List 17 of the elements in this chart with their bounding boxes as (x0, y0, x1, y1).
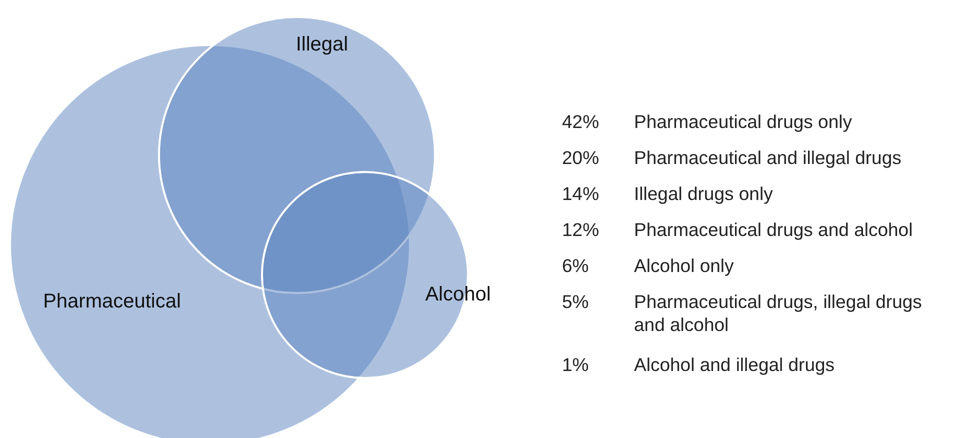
data-label: 5% (562, 290, 590, 314)
category-label: Pharmaceutical drugs and alcohol (634, 218, 914, 241)
data-label: 20% (562, 146, 600, 169)
category-label: Alcohol only (634, 254, 735, 277)
category-label: Pharmaceutical drugs only (634, 110, 853, 133)
category-label: Alcohol and illegal drugs (634, 353, 836, 376)
data-label: 1% (562, 353, 590, 376)
data-label: 12% (562, 218, 600, 241)
text: Alcohol (425, 284, 491, 306)
category-label: Pharmaceutical drugs, illegal drugs and alcohol (634, 290, 923, 336)
data-label: 6% (562, 254, 590, 277)
data-label: 14% (562, 182, 600, 205)
category-label: Pharmaceutical and illegal drugs (634, 146, 902, 169)
category-label: Illegal drugs only (634, 182, 774, 205)
data-label: 42% (562, 110, 600, 133)
text: Pharmaceutical (43, 290, 181, 314)
text: Illegal (296, 34, 348, 56)
